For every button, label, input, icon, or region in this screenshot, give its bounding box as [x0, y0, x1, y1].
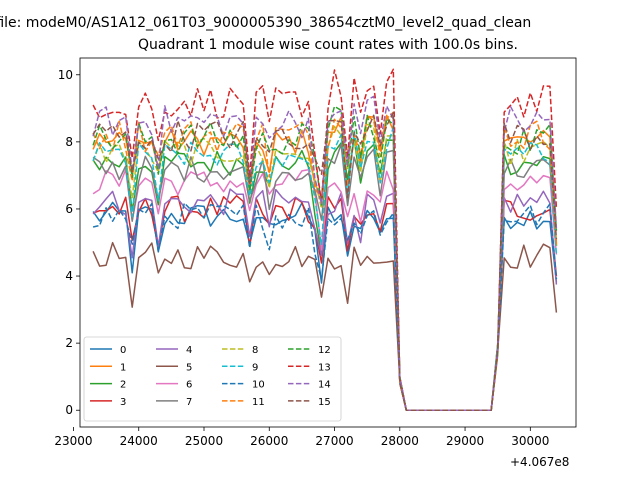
- legend-label-3: 3: [120, 397, 126, 408]
- series-line-14: [92, 95, 558, 411]
- series-line-15: [92, 111, 558, 411]
- x-tick-label: 25000: [185, 434, 223, 448]
- legend-box: [83, 336, 342, 422]
- legend-label-5: 5: [186, 362, 192, 373]
- legend-label-4: 4: [186, 345, 192, 356]
- axes-layer: 23000 24000 25000 26000 27000 28000 29000 30000…: [54, 57, 577, 448]
- legend-label-1: 1: [120, 362, 126, 373]
- series-layer: [92, 68, 558, 411]
- legend-label-0: 0: [120, 345, 126, 356]
- legend-label-9: 9: [252, 362, 258, 373]
- x-tick-label: 28000: [381, 434, 419, 448]
- legend-label-15: 15: [318, 397, 331, 408]
- legend-label-10: 10: [252, 380, 265, 391]
- legend-label-2: 2: [120, 380, 126, 391]
- y-tick-label: 6: [65, 202, 73, 216]
- legend-label-6: 6: [186, 380, 192, 391]
- x-axis-offset-label: +4.067e8: [510, 455, 569, 469]
- y-tick-label: 0: [65, 403, 73, 417]
- y-tick-label: 10: [58, 68, 73, 82]
- y-tick-label: 4: [65, 269, 73, 283]
- chart-title: Quadrant 1 module wise count rates with …: [138, 37, 518, 53]
- legend-label-14: 14: [318, 380, 331, 391]
- x-tick-label: 29000: [446, 434, 484, 448]
- x-tick-label: 30000: [511, 434, 549, 448]
- legend-label-7: 7: [186, 397, 192, 408]
- series-line-9: [92, 126, 558, 411]
- x-tick-label: 26000: [250, 434, 288, 448]
- x-tick-label: 24000: [120, 434, 158, 448]
- legend-label-12: 12: [318, 345, 331, 356]
- figure-suptitle: n file: modeM0/AS1A12_061T03_9000005390_…: [0, 15, 531, 31]
- y-tick-label: 8: [65, 135, 73, 149]
- x-tick-label: 27000: [315, 434, 353, 448]
- x-tick-label: 23000: [54, 434, 92, 448]
- y-tick-label: 2: [65, 336, 73, 350]
- legend-label-8: 8: [252, 345, 258, 356]
- legend-label-11: 11: [252, 397, 265, 408]
- axes-frame: [79, 57, 577, 428]
- legend-label-13: 13: [318, 362, 331, 373]
